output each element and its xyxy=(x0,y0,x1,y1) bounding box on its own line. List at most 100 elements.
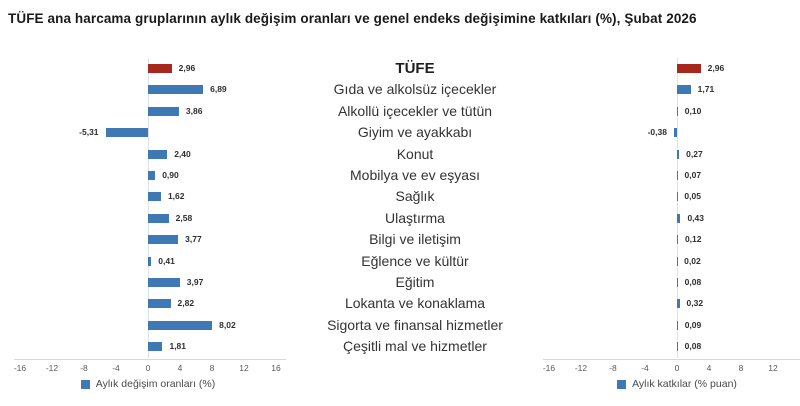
category-bar xyxy=(677,342,678,352)
tufe-bar xyxy=(148,64,172,73)
bar-value-label: 1,81 xyxy=(169,341,187,352)
chart-row: 0,08 xyxy=(549,336,800,357)
chart-row: 1,62 xyxy=(20,186,276,207)
x-axis-tick-label: 4 xyxy=(177,363,183,373)
x-axis-tick-label: 4 xyxy=(706,363,712,373)
legend-swatch-icon xyxy=(617,379,627,389)
category-bar xyxy=(148,235,179,245)
chart-row: 1,81 xyxy=(20,336,276,357)
chart-row: 2,40 xyxy=(20,144,276,165)
category-label: Sigorta ve finansal hizmetler xyxy=(327,316,503,333)
bar-value-label: 0,09 xyxy=(684,319,702,330)
bar-value-label: 0,12 xyxy=(684,234,702,245)
x-axis-tick-label: 16 xyxy=(271,363,281,373)
x-axis-tick-label: -12 xyxy=(45,363,59,373)
x-axis-tick-label: 8 xyxy=(738,363,744,373)
x-axis-tick-label: -8 xyxy=(80,363,88,373)
category-label: Gıda ve alkolsüz içecekler xyxy=(333,81,497,98)
bar-value-label: 0,07 xyxy=(684,169,702,180)
x-axis-tick-label: -8 xyxy=(609,363,617,373)
category-label: Mobilya ve ev eşyası xyxy=(350,166,480,183)
chart-row: 0,05 xyxy=(549,186,800,207)
bar-value-label: 0,08 xyxy=(684,276,702,287)
category-bar xyxy=(677,213,681,223)
legend-monthly-contribution: Aylık katkılar (% puan) xyxy=(549,378,800,390)
category-bar xyxy=(148,170,156,180)
chart-row: 0,32 xyxy=(549,293,800,314)
category-label: Alkollü içecekler ve tütün xyxy=(337,102,493,119)
category-bar xyxy=(677,149,680,159)
x-axis-line-left xyxy=(14,359,286,360)
monthly-contribution-chart: 2,96 1,71 0,10 -0,38 0,27 0,07 0,05 0,43 0,12 0,0… xyxy=(549,58,800,358)
category-bar xyxy=(677,277,678,287)
chart-row: 1,71 xyxy=(549,79,800,100)
category-label: TÜFE xyxy=(395,60,435,77)
x-axis-tick-label: 0 xyxy=(674,363,680,373)
category-bar xyxy=(148,299,171,309)
category-label: Bilgi ve iletişim xyxy=(369,231,461,248)
bar-value-label: 0,10 xyxy=(684,105,702,116)
category-bar xyxy=(673,128,677,138)
category-bar xyxy=(677,256,678,266)
category-label: Giyim ve ayakkabı xyxy=(357,124,473,141)
chart-row: 3,97 xyxy=(20,272,276,293)
category-bar xyxy=(677,170,678,180)
category-bar xyxy=(148,149,168,159)
bar-value-label: 6,89 xyxy=(210,84,227,95)
zero-gridline xyxy=(148,58,149,358)
chart-row: 0,27 xyxy=(549,144,800,165)
zero-gridline xyxy=(677,58,678,358)
category-bar xyxy=(148,106,179,116)
bar-value-label: 3,86 xyxy=(185,105,203,116)
category-bar xyxy=(148,213,169,223)
bar-value-label: 2,96 xyxy=(178,63,196,73)
bar-value-label: 0,27 xyxy=(686,148,703,159)
category-bar xyxy=(148,256,152,266)
bar-value-label: 2,58 xyxy=(175,212,193,223)
x-axis-tick-label: -12 xyxy=(574,363,588,373)
chart-row: 0,43 xyxy=(549,208,800,229)
chart-row: 0,90 xyxy=(20,165,276,186)
bar-value-label: 2,40 xyxy=(174,148,191,159)
category-bar xyxy=(148,85,204,95)
legend-swatch-icon xyxy=(80,379,90,389)
bar-value-label: 0,43 xyxy=(687,212,704,223)
x-axis-tick-label: -16 xyxy=(13,363,27,373)
bar-value-label: -0,38 xyxy=(647,127,667,138)
category-bar xyxy=(677,106,678,116)
category-bar xyxy=(677,85,691,95)
category-bar xyxy=(148,320,213,330)
chart-row: 0,02 xyxy=(549,251,800,272)
x-axis-tick-label: -4 xyxy=(641,363,649,373)
chart-row: 0,41 xyxy=(20,251,276,272)
bar-value-label: 1,62 xyxy=(167,191,185,202)
bar-value-label: 0,41 xyxy=(158,255,175,266)
bar-value-label: -5,31 xyxy=(79,127,99,138)
legend-label: Aylık katkılar (% puan) xyxy=(632,378,737,390)
x-axis-ticks-left: -16 -12 -8 -4 0 4 8 12 16 xyxy=(14,363,281,374)
x-axis-tick-label: 12 xyxy=(768,363,778,373)
bar-value-label: 3,77 xyxy=(185,234,202,245)
chart-row: -0,38 xyxy=(549,122,800,143)
category-bar xyxy=(148,342,163,352)
category-bar xyxy=(677,299,680,309)
x-axis-tick-label: -16 xyxy=(542,363,556,373)
x-axis-tick-label: 8 xyxy=(209,363,215,373)
chart-row: 2,58 xyxy=(20,208,276,229)
category-label: Konut xyxy=(396,145,434,162)
chart-row: 8,02 xyxy=(20,315,276,336)
bar-value-label: 0,90 xyxy=(162,169,179,180)
category-column: TÜFE Gıda ve alkolsüz içecekler Alkollü iç… xyxy=(280,58,550,358)
category-label: Sağlık xyxy=(395,188,435,205)
monthly-change-chart: 2,96 6,89 3,86 -5,31 2,40 0,90 1,62 2,58 3,77 0,4… xyxy=(20,58,276,358)
chart-row: 0,12 xyxy=(549,229,800,250)
category-bar xyxy=(148,192,161,202)
category-bar xyxy=(677,320,678,330)
bar-value-label: 1,71 xyxy=(697,84,715,95)
chart-row: 6,89 xyxy=(20,79,276,100)
category-label: Çeşitli mal ve hizmetler xyxy=(343,338,487,355)
x-axis-tick-label: 12 xyxy=(239,363,249,373)
legend-monthly-change: Aylık değişim oranları (%) xyxy=(20,378,276,390)
x-axis-line-right xyxy=(543,359,800,360)
